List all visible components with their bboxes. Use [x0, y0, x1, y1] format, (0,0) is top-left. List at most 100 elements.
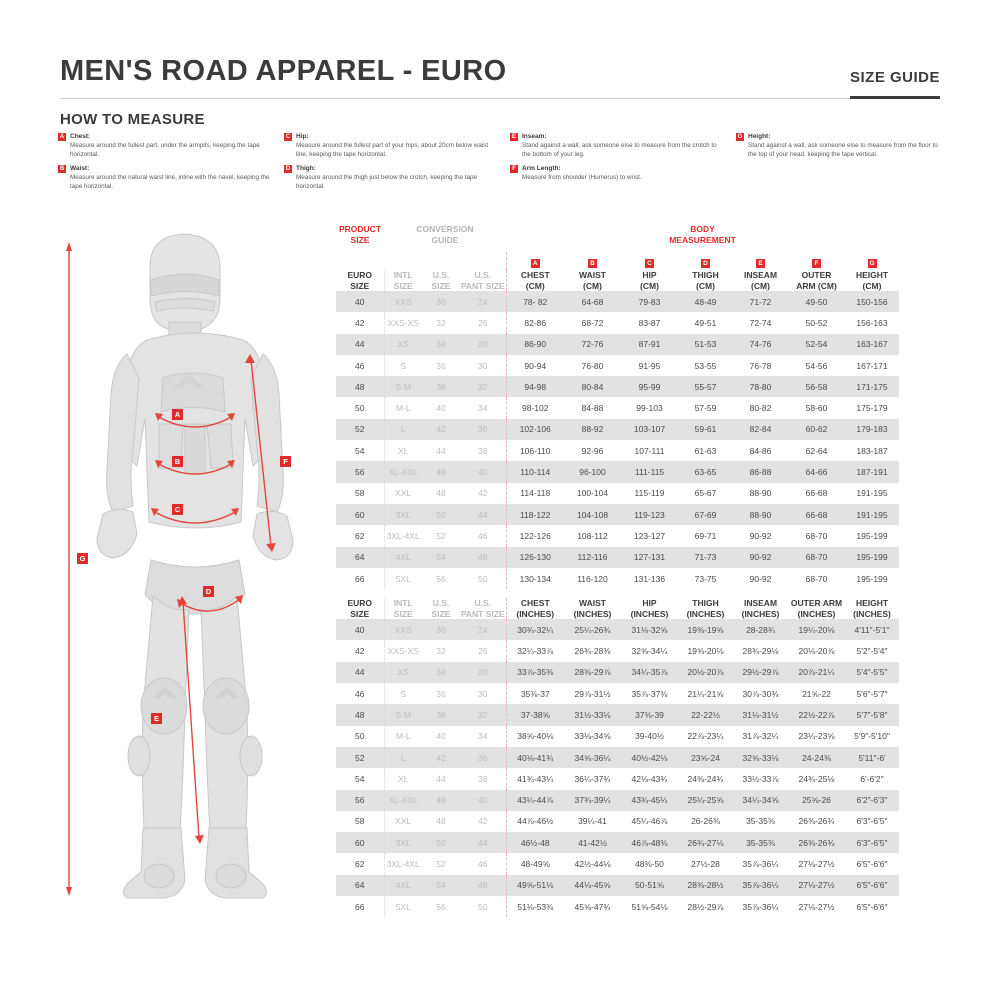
- cell-intl-size: XXS-XS: [383, 640, 422, 662]
- letter-tag-b-icon: B: [588, 259, 597, 268]
- table-row: 62 3XL-4XL 52 46 122-126 108-112 123-127 69-71 9…: [336, 525, 899, 547]
- figure-label-d: D: [203, 586, 214, 597]
- cell-height: 195-199: [856, 573, 888, 584]
- cell-us-pant-size: 50: [478, 573, 488, 584]
- cell-hip: 46⅞-48⅜: [621, 832, 678, 854]
- cell-chest: 86-90: [505, 333, 564, 355]
- col-header-waist-inches: WAIST (INCHES): [573, 598, 612, 619]
- cell-height: 171-175: [845, 376, 899, 398]
- cell-us-size: 44: [436, 445, 446, 456]
- cell-us-size: 56: [436, 573, 446, 584]
- cell-us-pant-size: 36: [460, 746, 506, 769]
- cell-chest: 32¼-33⅞: [505, 640, 564, 662]
- cell-euro-size: 64: [336, 546, 384, 568]
- cell-intl-size: XS: [383, 661, 422, 684]
- cell-chest: 46½-48: [505, 832, 564, 854]
- cell-inseam: 30⅞-30¾: [742, 688, 779, 699]
- measure-item-waist: B Waist: Measure around the natural wais…: [58, 164, 270, 191]
- cell-inseam: 90-92: [749, 530, 772, 541]
- cell-chest: 110-114: [505, 461, 564, 483]
- cell-intl-size: XL-XXL: [383, 461, 422, 483]
- cell-inseam: 35⅞-36¼: [742, 901, 779, 912]
- col-header-intl-size: INTL SIZE: [383, 598, 422, 620]
- size-guide-label: SIZE GUIDE: [849, 69, 940, 86]
- cell-waist: 31½-33⅛: [564, 704, 621, 726]
- table-row: 64 4XL 54 48 126-130 112-116 127-131 71-73 90-92…: [336, 546, 899, 568]
- cell-chest: 118-122: [505, 503, 564, 526]
- letter-tag-c-icon: C: [645, 259, 654, 268]
- cell-waist: 108-112: [577, 530, 608, 541]
- cell-euro-size: 62: [355, 530, 365, 541]
- col-header-thigh-inches: THIGH (INCHES): [686, 598, 725, 619]
- table-row: 46 S 36 30 35⅜-37 29⅞-31½ 35⅞-37⅜ 21¼-21⅝ 30⅞-30…: [336, 683, 899, 705]
- page-header: MEN'S ROAD APPAREL - EURO SIZE GUIDE: [60, 55, 940, 107]
- table-group-headers: PRODUCT SIZE CONVERSION GUIDE BODY MEASU…: [336, 222, 899, 252]
- cell-outer-arm: 27⅛-27½: [798, 901, 835, 912]
- cell-us-pant-size: 26: [478, 646, 488, 657]
- size-table-cm: A B C D E F G EURO SIZE INTL SIZE U.S. SIZE…: [336, 252, 899, 590]
- cell-outer-arm: 19¼-20⅛: [788, 619, 845, 641]
- cell-us-pant-size: 28: [460, 333, 506, 355]
- cell-waist: 28⅜-29⅞: [564, 661, 621, 684]
- table-row: 48 S-M 38 32 37-38⅝ 31½-33⅛ 37⅜-39 22-22½ 31⅛-31…: [336, 704, 899, 726]
- cell-us-size: 40: [436, 731, 446, 742]
- cell-thigh: 27½-28: [691, 859, 720, 870]
- letter-tag-g-icon: G: [867, 259, 877, 268]
- cell-euro-size: 50: [355, 731, 365, 742]
- table-row: 62 3XL-4XL 52 46 48-49⅝ 42½-44⅛ 48⅜-50 27½-28 35…: [336, 853, 899, 875]
- cell-chest: 30¾-32¼: [505, 619, 564, 641]
- cell-outer-arm: 50-52: [805, 317, 828, 328]
- page-title: MEN'S ROAD APPAREL - EURO: [60, 55, 507, 87]
- cell-outer-arm: 26⅜-26¾: [798, 816, 835, 827]
- cell-us-pant-size: 48: [460, 546, 506, 568]
- cell-thigh: 19⅜-19⅝: [678, 619, 733, 641]
- cell-euro-size: 48: [336, 376, 384, 398]
- cell-thigh: 53-55: [694, 360, 717, 371]
- cell-outer-arm: 56-58: [788, 376, 845, 398]
- cell-height: 5'7"-5'8": [845, 704, 899, 726]
- cell-waist: 42½-44⅛: [574, 859, 611, 870]
- table-row: 40 XXS 30 24 78- 82 64-68 79-83 48-49 71-72 49-50…: [336, 291, 899, 313]
- table-row: 50 M-L 40 34 38⅝-40⅛ 33⅛-34⅝ 39-40½ 22⅞-23¼ 31⅞-…: [336, 725, 899, 747]
- cell-intl-size: 3XL-4XL: [383, 853, 422, 875]
- cell-intl-size: 5XL: [383, 567, 422, 590]
- cell-thigh: 28½-29⅞: [687, 901, 724, 912]
- cell-euro-size: 66: [355, 901, 365, 912]
- cell-outer-arm: 66-68: [805, 488, 828, 499]
- measure-item-desc: Measure around the fullest part of your …: [296, 142, 489, 158]
- measure-item-thigh: D Thigh: Measure around the thigh just b…: [284, 164, 496, 191]
- cell-waist: 26¾-28⅜: [574, 646, 611, 657]
- cell-chest: 130-134: [505, 567, 564, 590]
- cell-outer-arm: 58-60: [805, 403, 828, 414]
- cell-us-size: 30: [422, 291, 460, 313]
- cell-waist: 45⅝-47¾: [574, 901, 611, 912]
- cell-outer-arm: 60-62: [788, 418, 845, 441]
- cell-outer-arm: 68-70: [805, 530, 828, 541]
- cell-hip: 42⅛-43¾: [631, 773, 668, 784]
- cell-euro-size: 44: [336, 661, 384, 684]
- letter-cell-d: D: [678, 252, 733, 270]
- cell-waist: 76-80: [581, 360, 604, 371]
- cell-outer-arm: 64-66: [788, 461, 845, 483]
- cell-intl-size: XS: [383, 333, 422, 355]
- cell-hip: 50-51⅝: [621, 874, 678, 897]
- letter-tag-f-icon: F: [510, 165, 518, 173]
- table-row: 56 XL-XXL 46 40 43¼-44⅞ 37¾-39¼ 43¾-45¼ 25¼-25⅝…: [336, 789, 899, 811]
- cell-us-size: 46: [422, 789, 460, 811]
- how-to-measure-list: A Chest: Measure around the fullest part…: [58, 132, 948, 196]
- cell-euro-size: 44: [336, 333, 384, 355]
- measurement-figure: A B C D E F G: [55, 228, 335, 928]
- cell-inseam: 28-28¾: [733, 619, 788, 641]
- cell-us-size: 36: [436, 688, 446, 699]
- cell-intl-size: XXS: [383, 619, 422, 641]
- cell-intl-size: S-M: [383, 704, 422, 726]
- cell-us-pant-size: 46: [478, 530, 488, 541]
- cell-euro-size: 58: [355, 488, 365, 499]
- cell-euro-size: 52: [336, 746, 384, 769]
- letter-tag-g-icon: G: [736, 133, 744, 141]
- cell-hip: 32⅝-34¼: [631, 646, 668, 657]
- cell-us-pant-size: 30: [478, 360, 488, 371]
- col-header-inseam-cm: INSEAM (CM): [743, 270, 778, 291]
- col-header-outer-arm-cm: OUTER ARM (CM): [796, 270, 837, 291]
